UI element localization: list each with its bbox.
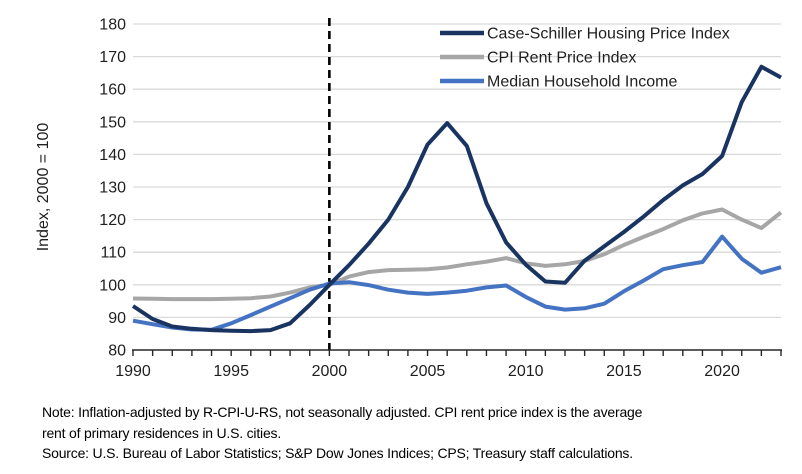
y-tick-label: 160 bbox=[99, 82, 126, 99]
line-chart: 80 90 100 110 120 130 140 150 160 170 180 1990 1995… bbox=[35, 17, 783, 380]
y-tick-label: 120 bbox=[99, 212, 126, 229]
series-line-0 bbox=[131, 64, 782, 334]
y-tick-label: 140 bbox=[99, 147, 126, 164]
source-line: Source: U.S. Bureau of Labor Statistics;… bbox=[42, 445, 633, 461]
series-line-2 bbox=[132, 234, 782, 332]
y-axis-title: Index, 2000 = 100 bbox=[35, 123, 52, 252]
legend-label-2: Median Household Income bbox=[487, 74, 677, 91]
legend: Case-Schiller Housing Price Index CPI Ren… bbox=[440, 26, 730, 91]
legend-label-0: Case-Schiller Housing Price Index bbox=[487, 26, 730, 43]
gridlines bbox=[133, 23, 781, 319]
y-axis-tick-labels: 80 90 100 110 120 130 140 150 160 170 180 bbox=[99, 17, 126, 360]
y-tick-label: 90 bbox=[108, 310, 126, 327]
y-tick-label: 110 bbox=[100, 245, 126, 262]
y-tick-label: 130 bbox=[99, 180, 126, 197]
x-tick-label: 2000 bbox=[312, 363, 348, 380]
series-line-1 bbox=[132, 207, 783, 302]
y-tick-label: 100 bbox=[99, 277, 126, 294]
y-tick-label: 150 bbox=[99, 114, 126, 131]
note-line-1: Note: Inflation-adjusted by R-CPI-U-RS, … bbox=[42, 404, 643, 420]
y-tick-label: 170 bbox=[99, 49, 126, 66]
x-axis bbox=[132, 349, 782, 356]
series-lines bbox=[131, 64, 783, 334]
x-tick-label: 1990 bbox=[115, 363, 151, 380]
x-tick-label: 1995 bbox=[213, 363, 249, 380]
x-tick-label: 2010 bbox=[508, 363, 544, 380]
legend-label-1: CPI Rent Price Index bbox=[487, 50, 636, 67]
x-tick-label: 2020 bbox=[704, 363, 740, 380]
y-tick-label: 80 bbox=[108, 343, 126, 360]
x-tick-label: 2015 bbox=[606, 363, 642, 380]
y-tick-label: 180 bbox=[99, 17, 126, 34]
note-line-2: rent of primary residences in U.S. citie… bbox=[42, 424, 282, 441]
x-axis-tick-labels: 1990 1995 2000 2005 2010 2015 2020 bbox=[115, 363, 740, 380]
x-tick-label: 2005 bbox=[410, 363, 446, 380]
chart-notes: Note: Inflation-adjusted by R-CPI-U-RS, … bbox=[42, 402, 782, 464]
